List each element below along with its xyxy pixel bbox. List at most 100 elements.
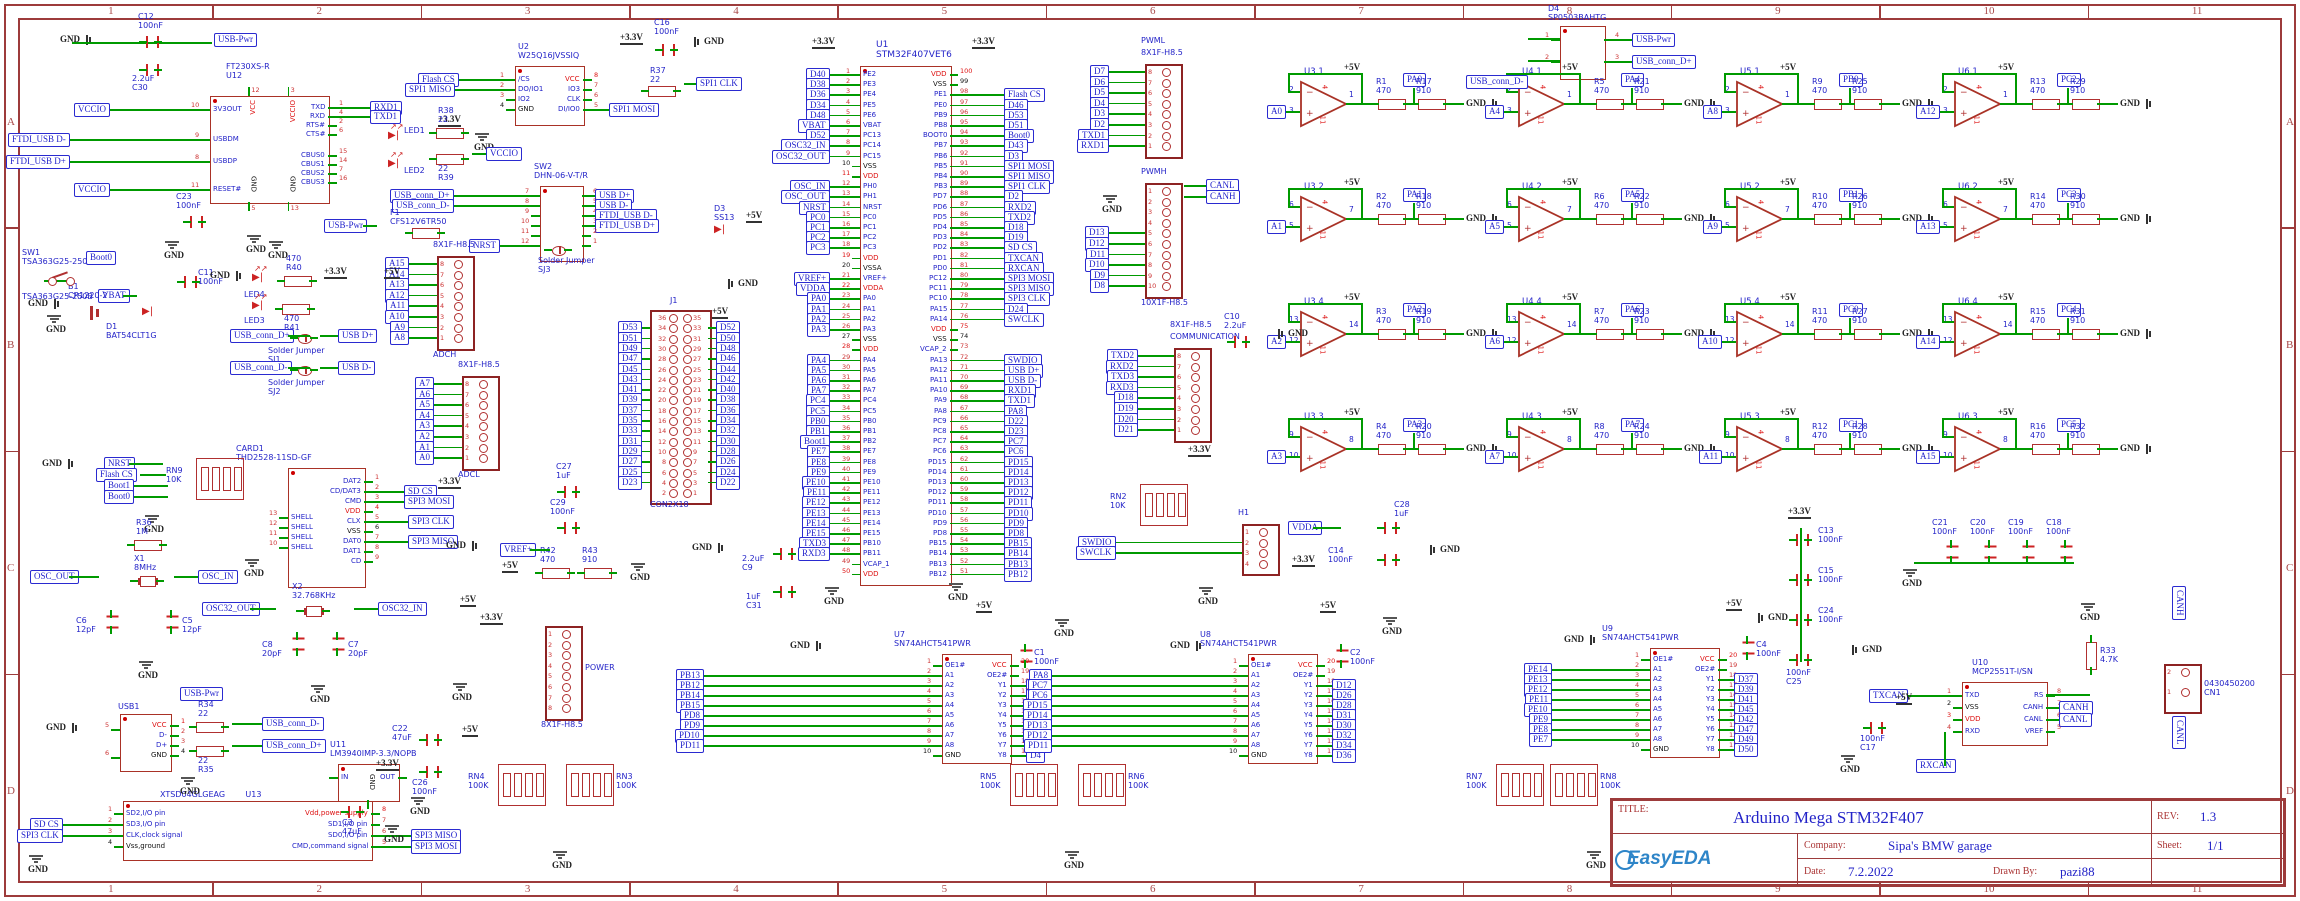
- resistor[interactable]: [2032, 444, 2060, 455]
- pin-hole[interactable]: [669, 478, 678, 488]
- pin-hole[interactable]: [454, 323, 463, 333]
- net-flag-pa5[interactable]: PA5: [1621, 188, 1645, 202]
- pin-hole[interactable]: [1162, 261, 1171, 271]
- pin-hole[interactable]: [1162, 250, 1171, 260]
- resistor-network-rn5[interactable]: [1010, 764, 1058, 806]
- component-usb1[interactable]: [120, 714, 172, 772]
- pin-hole[interactable]: [683, 375, 692, 385]
- resistor[interactable]: [196, 722, 224, 733]
- resistor[interactable]: [1378, 214, 1406, 225]
- net-flag-usb-pwr[interactable]: USB-Pwr: [1632, 33, 1676, 47]
- resistor[interactable]: [2032, 329, 2060, 340]
- pin-hole[interactable]: [454, 260, 463, 269]
- capacitor-c19[interactable]: [2022, 545, 2035, 559]
- component-d4[interactable]: [1560, 26, 1606, 80]
- pin-hole[interactable]: [683, 489, 692, 499]
- pin-hole[interactable]: [454, 334, 463, 344]
- pin-hole[interactable]: [683, 334, 692, 344]
- net-flag-rxd1[interactable]: RXD1: [1077, 139, 1109, 154]
- crystal-icon[interactable]: [140, 576, 156, 587]
- net-flag-boot0[interactable]: Boot0: [86, 251, 117, 265]
- pin-hole[interactable]: [669, 406, 678, 416]
- resistor[interactable]: [1814, 99, 1842, 110]
- opamp-u5-3[interactable]: [1736, 425, 1786, 474]
- resistor-network-rn4[interactable]: [498, 764, 546, 806]
- net-flag-pa4[interactable]: PA4: [1621, 73, 1645, 87]
- resistor[interactable]: [1418, 214, 1446, 225]
- pin-hole[interactable]: [479, 422, 488, 432]
- resistor[interactable]: [1636, 214, 1664, 225]
- net-flag-d50[interactable]: D50: [1734, 743, 1758, 757]
- net-flag-a14[interactable]: A14: [1916, 335, 1940, 349]
- pin-hole[interactable]: [454, 270, 463, 280]
- net-flag-osc32-out[interactable]: OSC32_OUT: [202, 602, 260, 616]
- component-u2[interactable]: [515, 66, 585, 126]
- net-flag-canh[interactable]: CANH: [2172, 586, 2186, 620]
- pin-hole[interactable]: [1162, 89, 1171, 99]
- net-flag-usb-conn-d[interactable]: USB_conn_D-: [262, 717, 324, 731]
- net-flag-pb12[interactable]: PB12: [1004, 567, 1033, 582]
- resistor[interactable]: [284, 276, 312, 287]
- pin-hole[interactable]: [1162, 218, 1171, 228]
- pin-hole[interactable]: [479, 443, 488, 453]
- component-u7[interactable]: [942, 654, 1012, 764]
- resistor[interactable]: [2072, 329, 2100, 340]
- pin-hole[interactable]: [669, 489, 678, 499]
- pin-hole[interactable]: [669, 458, 678, 468]
- opamp-u4-2[interactable]: [1518, 195, 1568, 244]
- net-flag-vccio[interactable]: VCCIO: [74, 183, 111, 197]
- resistor[interactable]: [1596, 214, 1624, 225]
- capacitor-c2[interactable]: [1336, 649, 1349, 663]
- pin-hole[interactable]: [562, 683, 571, 692]
- net-flag-pa1[interactable]: PA1: [1403, 188, 1427, 202]
- resistor[interactable]: [1814, 444, 1842, 455]
- net-flag-pc2[interactable]: PC2: [2057, 73, 2081, 87]
- net-flag-pa3[interactable]: PA3: [1403, 418, 1427, 432]
- pin-hole[interactable]: [1162, 110, 1171, 120]
- pin-hole[interactable]: [479, 433, 488, 442]
- net-flag-pa6[interactable]: PA6: [1621, 303, 1645, 317]
- resistor-network-rn3[interactable]: [566, 764, 614, 806]
- net-flag-pb1[interactable]: PB1: [1839, 188, 1863, 202]
- pin-hole[interactable]: [562, 661, 571, 671]
- net-flag-pd11[interactable]: PD11: [676, 739, 705, 753]
- net-flag-usb-conn-d+[interactable]: USB_conn_D+: [1632, 55, 1696, 69]
- pin-hole[interactable]: [669, 447, 678, 457]
- pin-hole[interactable]: [683, 427, 692, 437]
- pin-hole[interactable]: [683, 396, 692, 406]
- net-flag-spi3-clk[interactable]: SPI3 CLK: [408, 515, 454, 529]
- net-flag-spi1-miso[interactable]: SPI1 MISO: [405, 83, 456, 97]
- net-flag-usb-conn-d[interactable]: USB_conn_D-: [230, 361, 292, 375]
- net-flag-usb-pwr[interactable]: USB-Pwr: [214, 33, 258, 47]
- opamp-u3-1[interactable]: [1300, 80, 1350, 129]
- pin-hole[interactable]: [1162, 208, 1171, 218]
- net-flag-pc4[interactable]: PC4: [2057, 303, 2081, 317]
- pin-hole[interactable]: [669, 427, 678, 437]
- resistor-network-rn6[interactable]: [1078, 764, 1126, 806]
- net-flag-pa2[interactable]: PA2: [1403, 303, 1427, 317]
- pin-hole[interactable]: [1191, 383, 1200, 393]
- net-flag-pc1[interactable]: PC1: [1839, 418, 1863, 432]
- pin-hole[interactable]: [1162, 197, 1171, 207]
- resistor[interactable]: [542, 568, 570, 579]
- pin-hole[interactable]: [683, 365, 692, 375]
- net-flag-vccio[interactable]: VCCIO: [486, 147, 523, 161]
- net-flag-usb-conn-d+[interactable]: USB_conn_D+: [230, 329, 294, 343]
- net-flag-a9[interactable]: A9: [1703, 220, 1722, 234]
- pin-hole[interactable]: [683, 355, 692, 365]
- resistor[interactable]: [1596, 99, 1624, 110]
- opamp-u3-3[interactable]: [1300, 425, 1350, 474]
- solder-jumper-icon[interactable]: [298, 334, 312, 344]
- pin-hole[interactable]: [683, 314, 692, 323]
- net-flag-spi3-clk[interactable]: SPI3 CLK: [17, 829, 63, 843]
- net-flag-spi3-miso[interactable]: SPI3 MISO: [408, 535, 459, 549]
- resistor[interactable]: [2032, 99, 2060, 110]
- pin-hole[interactable]: [454, 291, 463, 301]
- component-u10[interactable]: [1962, 682, 2048, 746]
- resistor[interactable]: [1854, 99, 1882, 110]
- crystal-icon[interactable]: [306, 606, 322, 617]
- component-u8[interactable]: [1248, 654, 1318, 764]
- pin-hole[interactable]: [669, 344, 678, 354]
- connector-j1[interactable]: [650, 310, 712, 506]
- resistor[interactable]: [2072, 214, 2100, 225]
